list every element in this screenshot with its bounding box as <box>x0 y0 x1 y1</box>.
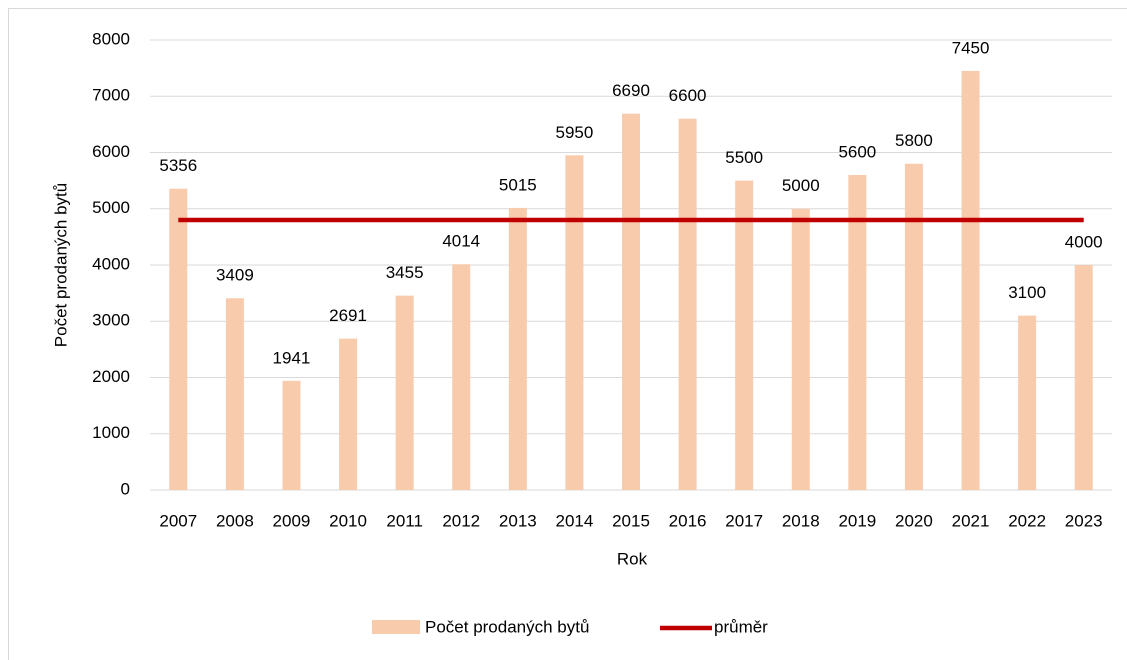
data-label: 2691 <box>329 306 367 325</box>
data-label: 4000 <box>1065 232 1103 251</box>
x-tick-label: 2018 <box>782 511 820 530</box>
bar <box>395 295 414 490</box>
y-tick-label: 4000 <box>92 254 130 273</box>
x-tick-label: 2012 <box>442 511 480 530</box>
bar <box>565 155 584 490</box>
data-label: 5600 <box>838 142 876 161</box>
data-label: 7450 <box>952 38 990 57</box>
x-tick-label: 2016 <box>669 511 707 530</box>
bar <box>508 207 527 490</box>
bar <box>961 70 980 490</box>
x-tick-label: 2009 <box>273 511 311 530</box>
y-tick-label: 8000 <box>92 29 130 48</box>
x-tick-label: 2020 <box>895 511 933 530</box>
bar <box>791 208 810 490</box>
bar <box>169 188 188 490</box>
x-tick-label: 2010 <box>329 511 367 530</box>
y-axis-label: Počet prodaných bytů <box>51 183 70 347</box>
y-tick-label: 3000 <box>92 311 130 330</box>
bar <box>904 163 923 490</box>
x-tick-label: 2007 <box>159 511 197 530</box>
bar <box>848 175 867 490</box>
bar <box>282 380 301 490</box>
y-tick-label: 6000 <box>92 142 130 161</box>
legend-swatch <box>372 620 420 634</box>
x-tick-label: 2021 <box>952 511 990 530</box>
bar <box>735 180 754 490</box>
x-tick-label: 2008 <box>216 511 254 530</box>
bar <box>225 298 244 490</box>
x-tick-label: 2023 <box>1065 511 1103 530</box>
data-label: 5356 <box>159 156 197 175</box>
data-label: 6690 <box>612 81 650 100</box>
x-tick-label: 2014 <box>555 511 593 530</box>
data-label: 5800 <box>895 131 933 150</box>
bar <box>622 113 640 490</box>
data-label: 4014 <box>442 232 480 251</box>
x-tick-label: 2017 <box>725 511 763 530</box>
legend-label: průměr <box>714 617 768 636</box>
data-label: 3455 <box>386 263 424 282</box>
y-tick-label: 5000 <box>92 198 130 217</box>
data-label: 6600 <box>669 86 707 105</box>
x-tick-label: 2011 <box>386 511 423 530</box>
x-tick-label: 2019 <box>838 511 876 530</box>
y-tick-label: 2000 <box>92 367 130 386</box>
x-axis-label: Rok <box>617 549 648 568</box>
y-tick-label: 0 <box>121 479 130 498</box>
bar <box>678 118 697 490</box>
data-label: 5015 <box>499 175 537 194</box>
chart-frame <box>8 8 1127 660</box>
data-label: 1941 <box>273 348 311 367</box>
x-tick-label: 2022 <box>1008 511 1046 530</box>
bar <box>1074 265 1093 490</box>
data-label: 5000 <box>782 176 820 195</box>
x-tick-label: 2015 <box>612 511 650 530</box>
data-label: 5950 <box>555 123 593 142</box>
data-label: 5500 <box>725 148 763 167</box>
bar <box>339 338 358 490</box>
x-tick-label: 2013 <box>499 511 537 530</box>
y-tick-label: 7000 <box>92 86 130 105</box>
legend-label: Počet prodaných bytů <box>425 617 589 636</box>
data-label: 3409 <box>216 266 254 285</box>
bar <box>1018 315 1037 490</box>
y-tick-label: 1000 <box>92 423 130 442</box>
data-label: 3100 <box>1008 283 1046 302</box>
bar <box>452 264 471 490</box>
